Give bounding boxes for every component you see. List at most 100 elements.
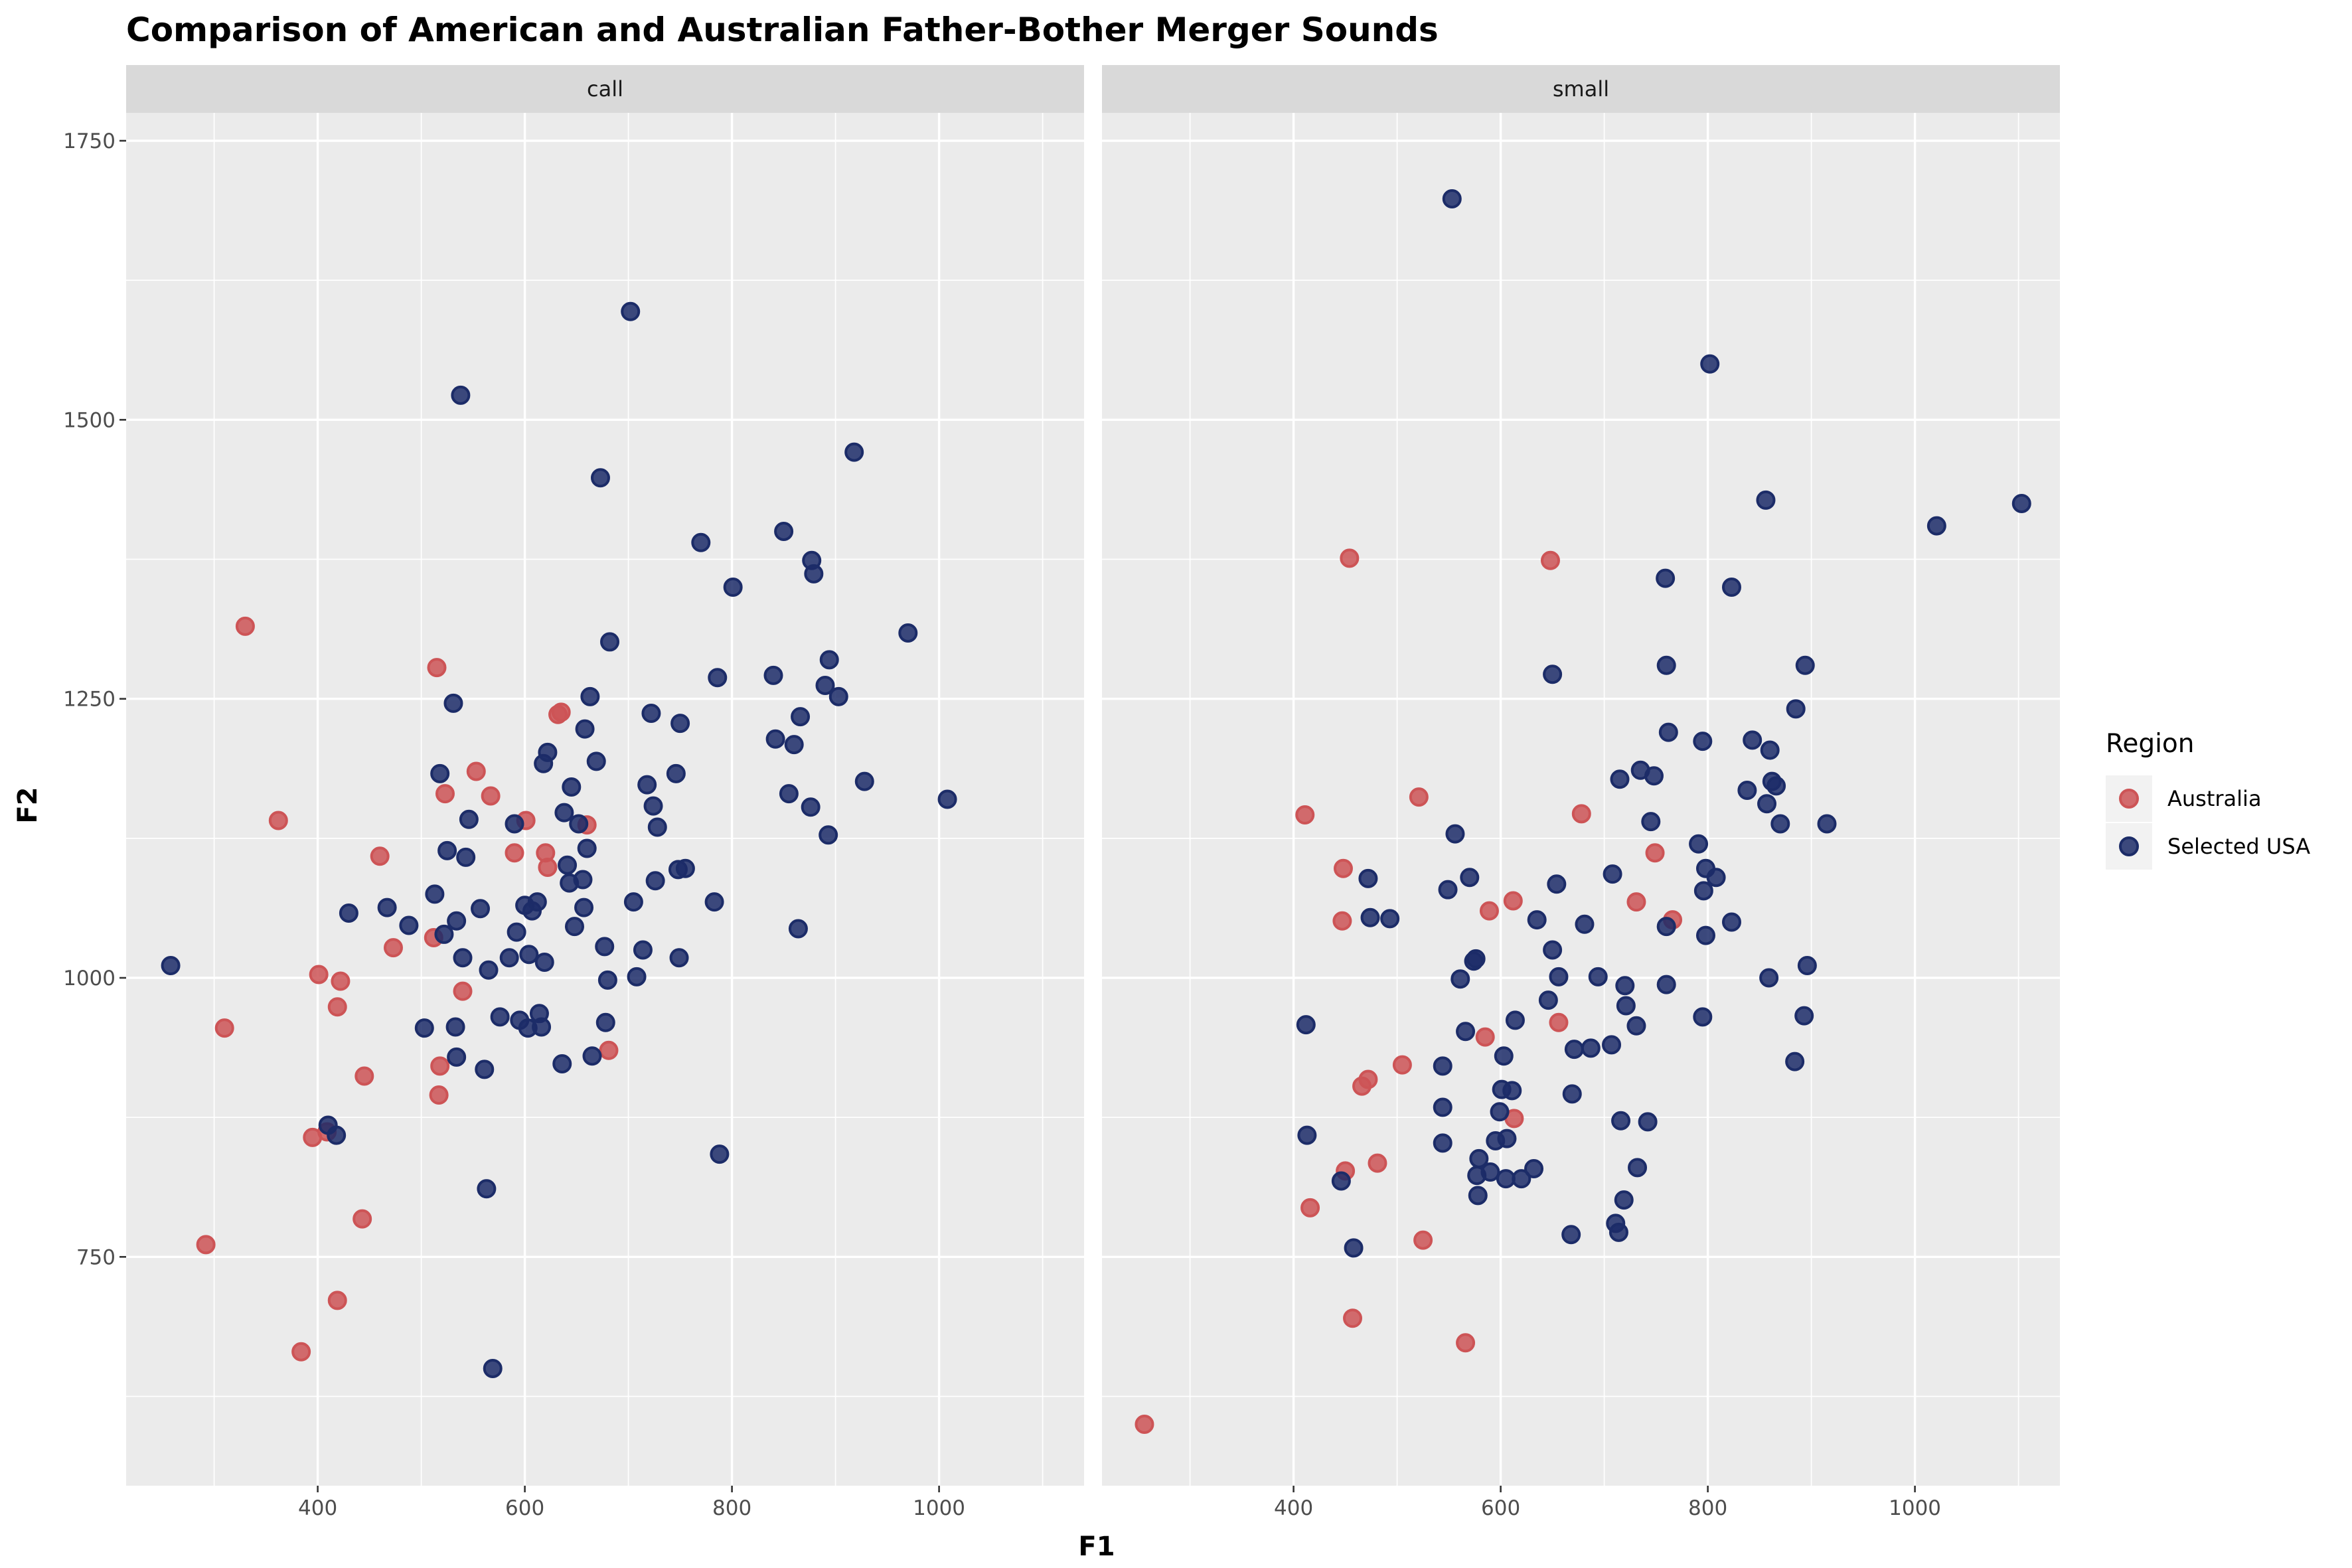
point-australia: [353, 1209, 372, 1229]
point-australia: [1333, 858, 1353, 878]
point-selected-usa: [1693, 1007, 1713, 1027]
point-australia: [1503, 891, 1523, 911]
point-selected-usa: [1588, 967, 1608, 986]
point-selected-usa: [1693, 732, 1713, 751]
point-selected-usa: [1721, 912, 1741, 932]
point-selected-usa: [505, 814, 524, 834]
point-selected-usa: [1721, 578, 1741, 597]
point-selected-usa: [377, 898, 397, 917]
point-selected-usa: [1561, 1225, 1581, 1245]
point-australia: [1413, 1230, 1433, 1250]
point-selected-usa: [1469, 1148, 1489, 1168]
point-selected-usa: [1706, 868, 1726, 888]
x-tick-label: 400: [298, 1496, 337, 1520]
point-selected-usa: [434, 924, 454, 944]
point-selected-usa: [791, 707, 811, 727]
point-selected-usa: [564, 917, 584, 937]
y-axis: 750 1000 1250 1500 1750: [63, 129, 126, 1269]
point-selected-usa: [597, 970, 617, 990]
point-selected-usa: [339, 903, 358, 923]
point-australia: [551, 702, 571, 722]
point-selected-usa: [1497, 1129, 1517, 1148]
point-selected-usa: [828, 686, 848, 706]
point-australia: [309, 965, 329, 984]
point-selected-usa: [666, 763, 686, 783]
point-australia: [291, 1342, 311, 1362]
y-axis-title: F2: [13, 787, 43, 823]
point-australia: [1571, 804, 1591, 824]
point-selected-usa: [854, 771, 874, 791]
point-selected-usa: [1438, 880, 1458, 900]
point-selected-usa: [1786, 699, 1806, 719]
x-axis-call: 400 600 800 1000: [298, 1486, 965, 1520]
point-selected-usa: [1433, 1133, 1452, 1153]
point-selected-usa: [643, 796, 663, 816]
point-australia: [196, 1235, 216, 1255]
legend-title: Region: [2106, 729, 2195, 759]
point-selected-usa: [1445, 824, 1465, 844]
point-australia: [268, 811, 288, 830]
point-selected-usa: [898, 623, 918, 643]
legend-key-point: [2119, 836, 2139, 856]
point-selected-usa: [708, 668, 728, 688]
point-selected-usa: [627, 967, 647, 986]
point-selected-usa: [1547, 874, 1567, 894]
point-australia: [1549, 1012, 1569, 1032]
point-selected-usa: [595, 1012, 615, 1032]
point-selected-usa: [763, 665, 783, 685]
point-selected-usa: [327, 1125, 347, 1145]
point-selected-usa: [1795, 655, 1815, 675]
legend-key-point: [2119, 789, 2139, 809]
point-selected-usa: [1644, 766, 1664, 786]
point-selected-usa: [437, 840, 457, 860]
x-tick-label: 600: [505, 1496, 544, 1520]
point-selected-usa: [475, 1059, 495, 1079]
point-selected-usa: [483, 1358, 503, 1378]
point-selected-usa: [1766, 776, 1786, 796]
point-selected-usa: [1656, 917, 1676, 937]
point-selected-usa: [1297, 1125, 1317, 1145]
point-selected-usa: [1505, 1010, 1525, 1030]
point-selected-usa: [1603, 864, 1622, 884]
y-tick-label: 750: [76, 1245, 116, 1269]
point-selected-usa: [1926, 516, 1946, 536]
point-australia: [1540, 550, 1560, 570]
point-selected-usa: [471, 899, 491, 919]
point-selected-usa: [430, 763, 450, 783]
point-selected-usa: [562, 777, 582, 797]
point-australia: [505, 843, 524, 863]
point-selected-usa: [1380, 909, 1400, 929]
point-selected-usa: [161, 956, 181, 976]
points: [1135, 189, 2031, 1435]
x-axis-title: F1: [1078, 1531, 1115, 1562]
x-tick-label: 400: [1274, 1496, 1313, 1520]
x-axis-small: 400 600 800 1000: [1274, 1486, 1941, 1520]
point-selected-usa: [552, 1054, 572, 1073]
point-selected-usa: [1360, 907, 1380, 927]
point-selected-usa: [532, 1017, 552, 1037]
point-selected-usa: [554, 803, 574, 823]
point-selected-usa: [1626, 1016, 1646, 1036]
point-australia: [1295, 805, 1315, 825]
point-selected-usa: [569, 814, 589, 834]
gridlines: [1102, 113, 2060, 1486]
point-australia: [1340, 548, 1360, 568]
point-selected-usa: [1628, 1158, 1648, 1178]
point-selected-usa: [590, 468, 610, 488]
point-selected-usa: [1797, 956, 1817, 976]
point-selected-usa: [1656, 975, 1676, 994]
points: [161, 301, 957, 1378]
point-selected-usa: [1480, 1162, 1500, 1182]
point-selected-usa: [784, 735, 804, 755]
x-tick-label: 600: [1481, 1496, 1520, 1520]
point-australia: [430, 1056, 450, 1076]
point-selected-usa: [1770, 814, 1790, 834]
point-australia: [1358, 1069, 1378, 1089]
point-australia: [1456, 1333, 1476, 1353]
point-australia: [331, 971, 351, 991]
point-selected-usa: [675, 858, 695, 878]
point-selected-usa: [1785, 1052, 1805, 1071]
point-selected-usa: [1543, 665, 1563, 684]
point-selected-usa: [453, 948, 473, 968]
point-selected-usa: [1450, 969, 1470, 989]
